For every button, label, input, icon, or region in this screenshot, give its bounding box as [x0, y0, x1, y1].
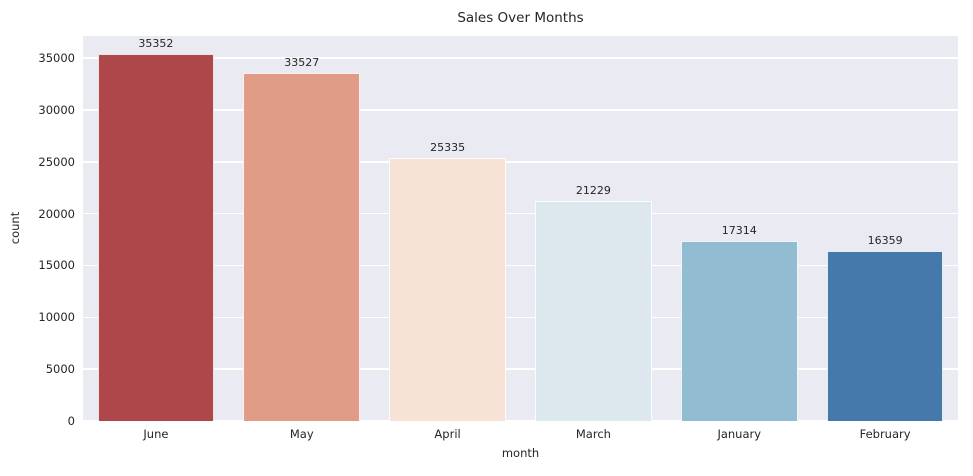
x-axis-label: month — [501, 446, 540, 460]
bar-value-label: 33527 — [284, 56, 320, 70]
y-tick-label: 5000 — [45, 362, 75, 377]
x-tick-label: January — [717, 427, 762, 441]
gridline — [83, 316, 958, 319]
y-tick-label: 25000 — [38, 154, 75, 169]
bar-value-label: 25335 — [430, 141, 466, 155]
y-tick-label: 10000 — [38, 310, 75, 325]
gridline — [83, 264, 958, 267]
bar-april — [389, 158, 506, 421]
x-tick-label: June — [143, 427, 169, 441]
gridline — [83, 212, 958, 215]
bar-june — [97, 54, 215, 421]
bar-march — [535, 200, 652, 421]
plot-area: 35352 33527 25335 21229 17314 16359 — [83, 36, 958, 421]
x-tick-label: March — [575, 427, 611, 441]
chart-title: Sales Over Months — [457, 10, 584, 26]
gridline — [83, 420, 958, 421]
y-tick-label: 35000 — [38, 50, 75, 65]
bar-value-label: 16359 — [867, 234, 903, 248]
x-tick-label: May — [289, 427, 314, 441]
y-tick-label: 15000 — [38, 258, 75, 273]
gridline — [83, 57, 958, 59]
gridline — [83, 109, 958, 111]
bar-value-label: 21229 — [575, 183, 611, 197]
gridline — [83, 160, 958, 163]
x-tick-label: April — [434, 427, 461, 441]
bar-february — [826, 251, 944, 421]
x-tick-label: February — [859, 427, 911, 441]
y-tick-label: 20000 — [38, 206, 75, 221]
bar-value-label: 35352 — [138, 37, 174, 51]
bar-may — [243, 73, 361, 421]
bar-value-label: 17314 — [721, 224, 757, 238]
gridline — [83, 368, 958, 370]
y-tick-label: 0 — [67, 414, 75, 428]
bar-january — [680, 241, 798, 421]
y-tick-label: 30000 — [38, 102, 75, 117]
y-axis-label: count — [8, 211, 22, 245]
